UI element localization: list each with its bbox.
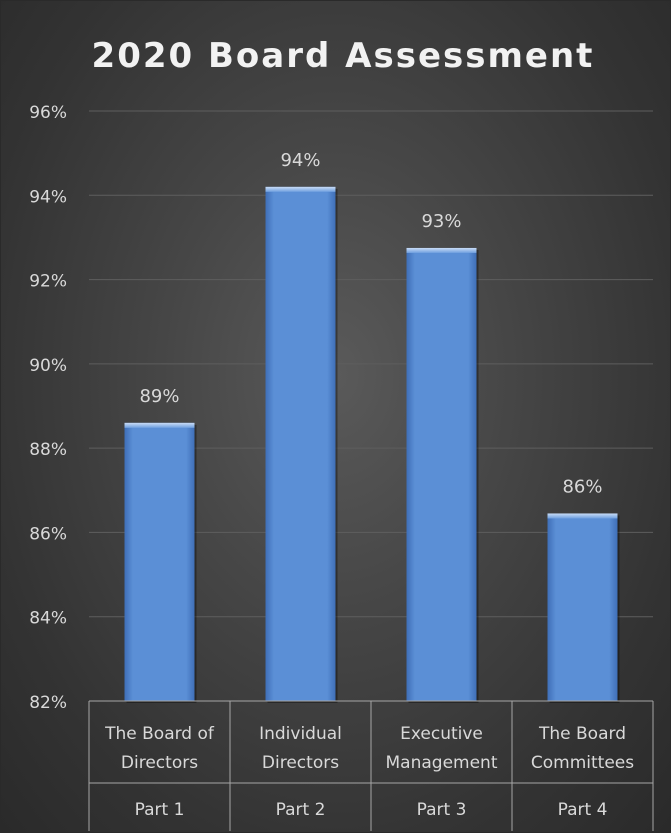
y-tick-label: 88% — [29, 440, 67, 460]
bar — [547, 513, 620, 703]
bar-body — [406, 247, 477, 701]
x-category-label: Directors — [262, 753, 339, 773]
bar — [406, 247, 479, 703]
bar-cap — [265, 186, 336, 192]
x-category-label: Management — [386, 753, 498, 773]
data-label: 94% — [280, 150, 320, 171]
y-tick-label: 90% — [29, 356, 67, 376]
bar-cap — [406, 247, 477, 253]
x-category-label: Executive — [400, 724, 483, 744]
bar-cap — [547, 513, 618, 519]
y-tick-label: 86% — [29, 524, 67, 544]
bars — [124, 186, 620, 703]
data-label: 89% — [139, 386, 179, 407]
bar — [265, 186, 338, 703]
x-category-label: Directors — [121, 753, 198, 773]
data-label: 93% — [421, 211, 461, 232]
x-category-label: The Board — [538, 724, 626, 744]
x-group-label: Part 3 — [417, 800, 467, 820]
x-group-label: Part 2 — [276, 800, 326, 820]
y-tick-label: 92% — [29, 272, 67, 292]
x-category-label: Committees — [531, 753, 634, 773]
bar-body — [265, 186, 336, 701]
x-axis-table: The Board of Directors Part 1 Individual Dir… — [88, 700, 654, 831]
bar — [124, 422, 197, 703]
x-category-label: The Board of — [104, 724, 215, 744]
x-group-label: Part 1 — [135, 800, 185, 820]
y-tick-label: 94% — [29, 187, 67, 207]
bar-body — [124, 422, 195, 701]
y-tick-label: 96% — [29, 103, 67, 123]
chart-title: 2020 Board Assessment — [92, 36, 595, 76]
x-group-label: Part 4 — [558, 800, 608, 820]
bar-cap — [124, 422, 195, 428]
x-category-label: Individual — [259, 724, 342, 744]
y-axis-tick-labels: 82% 84% 86% 88% 90% 92% 94% 96% — [29, 103, 67, 713]
y-tick-label: 82% — [29, 693, 67, 713]
y-tick-label: 84% — [29, 609, 67, 629]
bar-body — [547, 513, 618, 701]
data-label: 86% — [562, 476, 602, 497]
data-labels: 89% 94% 93% 86% — [139, 150, 602, 498]
